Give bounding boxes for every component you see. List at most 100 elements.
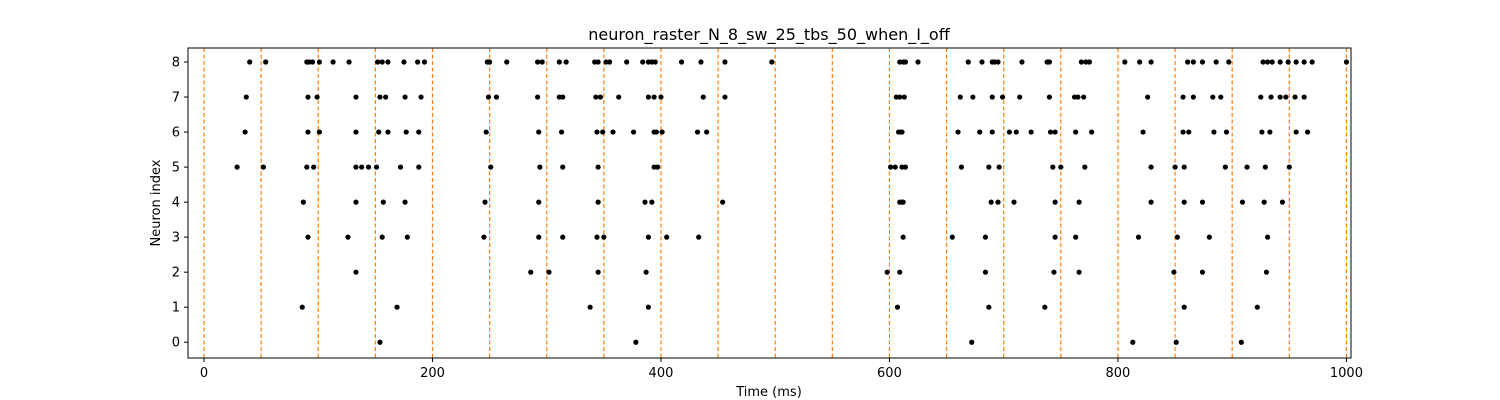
spike-point xyxy=(1304,129,1311,135)
spike-point xyxy=(633,339,639,345)
spike-point xyxy=(595,59,601,65)
spike-point xyxy=(1181,304,1187,310)
spike-point xyxy=(1222,164,1228,170)
spike-point xyxy=(645,304,652,310)
spike-point xyxy=(977,129,983,135)
spike-point xyxy=(263,59,269,65)
spike-point xyxy=(659,129,665,135)
spike-point xyxy=(379,234,385,240)
spike-point xyxy=(379,59,385,65)
y-tick-label: 3 xyxy=(172,231,180,246)
spike-point xyxy=(600,129,606,135)
spike-point xyxy=(556,59,562,65)
spike-point xyxy=(1052,129,1058,135)
spike-point xyxy=(1046,94,1052,100)
spike-point xyxy=(330,59,336,65)
spike-point xyxy=(949,234,955,240)
spike-point xyxy=(594,129,600,135)
spike-point xyxy=(397,164,404,170)
spike-point xyxy=(1073,234,1079,240)
spike-point xyxy=(365,164,372,170)
spike-point xyxy=(900,234,906,240)
x-tick-label: 1000 xyxy=(1330,366,1363,381)
spike-point xyxy=(563,59,569,65)
spike-point xyxy=(884,269,890,275)
x-ticks: 0 200 400 600 800 1000 xyxy=(200,358,1363,381)
spike-point xyxy=(1265,59,1271,65)
spike-point xyxy=(1267,129,1273,135)
spike-point xyxy=(482,199,488,205)
spike-point xyxy=(587,304,593,310)
spike-point xyxy=(260,164,267,170)
spike-point xyxy=(630,129,637,135)
spike-point xyxy=(402,94,408,100)
spike-point xyxy=(769,59,775,65)
spike-point xyxy=(606,59,613,65)
spike-point xyxy=(1206,234,1212,240)
spike-point xyxy=(989,129,995,135)
spike-point xyxy=(385,129,391,135)
spike-point xyxy=(1292,94,1298,100)
spike-point xyxy=(375,59,381,65)
chart-title: neuron_raster_N_8_sw_25_tbs_50_when_I_of… xyxy=(588,25,950,45)
spike-point xyxy=(678,59,685,65)
spike-point xyxy=(1076,269,1082,275)
y-tick-label: 6 xyxy=(172,126,180,141)
spike-point xyxy=(299,304,305,310)
spike-point xyxy=(242,129,248,135)
spike-point xyxy=(1277,94,1283,100)
spike-point xyxy=(1190,94,1196,100)
y-tick-label: 8 xyxy=(172,56,180,71)
spike-point xyxy=(404,234,410,240)
spike-point xyxy=(487,59,493,65)
spike-point xyxy=(1028,129,1034,135)
spike-point xyxy=(536,199,542,205)
spike-point xyxy=(1301,59,1307,65)
y-tick-label: 0 xyxy=(172,336,180,351)
spike-point xyxy=(536,129,542,135)
spike-point xyxy=(1047,129,1054,135)
spike-point xyxy=(1263,269,1270,275)
spike-point xyxy=(1173,339,1179,345)
spike-point xyxy=(1238,339,1244,345)
spike-point xyxy=(597,94,604,100)
spike-point xyxy=(353,164,359,170)
spike-point xyxy=(1058,164,1064,170)
spike-point xyxy=(1261,199,1267,205)
spike-point xyxy=(658,94,664,100)
spike-point xyxy=(1181,199,1187,205)
spike-point xyxy=(1213,59,1219,65)
spike-point xyxy=(560,94,566,100)
spike-point xyxy=(1006,129,1013,135)
spike-point xyxy=(654,164,661,170)
spike-point xyxy=(1199,199,1206,205)
spike-markers xyxy=(234,59,1350,345)
spike-point xyxy=(616,94,622,100)
spike-point xyxy=(1283,94,1289,100)
spike-point xyxy=(1285,59,1291,65)
spike-point xyxy=(534,94,541,100)
spike-point xyxy=(1135,234,1142,240)
spike-point xyxy=(969,339,975,345)
spike-point xyxy=(385,59,391,65)
spike-point xyxy=(1199,59,1206,65)
spike-point xyxy=(1171,269,1177,275)
spike-point xyxy=(700,94,706,100)
spike-point xyxy=(1011,199,1017,205)
spike-point xyxy=(649,199,655,205)
spike-point xyxy=(995,199,1001,205)
spike-point xyxy=(593,94,599,100)
spike-point xyxy=(902,164,909,170)
spike-point xyxy=(504,59,510,65)
spike-point xyxy=(720,199,726,205)
plot-frame xyxy=(187,47,1352,359)
spike-point xyxy=(1181,164,1187,170)
spike-point xyxy=(402,199,408,205)
spike-point xyxy=(1073,129,1079,135)
spike-point xyxy=(1210,94,1216,100)
spike-point xyxy=(986,164,992,170)
spike-point xyxy=(988,199,994,205)
spike-point xyxy=(986,304,992,310)
spike-point xyxy=(601,234,607,240)
